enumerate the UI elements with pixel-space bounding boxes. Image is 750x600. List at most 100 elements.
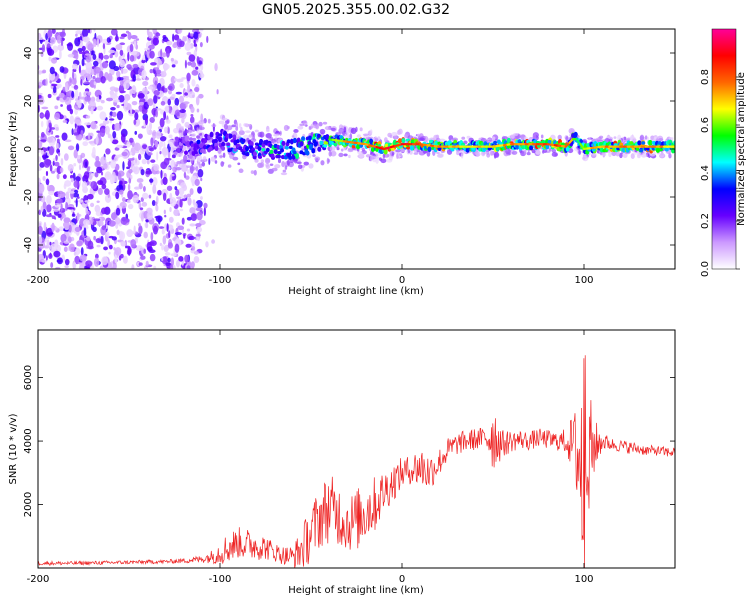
noise-blob bbox=[48, 146, 55, 156]
ridge-blob bbox=[383, 148, 388, 155]
noise-blob bbox=[149, 50, 155, 59]
noise-blob bbox=[60, 39, 64, 47]
halo-blob bbox=[388, 156, 393, 161]
noise-blob bbox=[172, 43, 178, 49]
halo-blob bbox=[383, 137, 388, 143]
noise-blob bbox=[64, 82, 69, 92]
noise-blob bbox=[109, 115, 113, 119]
noise-blob bbox=[56, 138, 60, 144]
spectrogram-x-axis-label: Height of straight line (km) bbox=[288, 286, 424, 297]
noise-blob bbox=[156, 82, 162, 92]
noise-blob bbox=[179, 102, 187, 110]
noise-blob bbox=[179, 208, 184, 212]
halo-blob bbox=[329, 146, 336, 152]
noise-blob bbox=[167, 98, 172, 106]
halo-blob bbox=[284, 165, 288, 170]
noise-blob bbox=[165, 48, 170, 58]
ridge-blob bbox=[203, 137, 208, 144]
noise-blob bbox=[152, 29, 157, 34]
noise-blob bbox=[196, 226, 203, 233]
noise-blob bbox=[166, 185, 173, 191]
noise-blob bbox=[130, 174, 133, 180]
ridge-blob bbox=[311, 148, 316, 154]
halo-blob bbox=[659, 153, 665, 158]
halo-blob bbox=[346, 134, 350, 139]
noise-blob bbox=[186, 216, 192, 221]
noise-blob bbox=[153, 225, 158, 235]
noise-blob bbox=[167, 127, 170, 135]
halo-blob bbox=[592, 138, 596, 142]
halo-blob bbox=[196, 129, 202, 134]
halo-blob bbox=[243, 123, 248, 127]
noise-blob bbox=[38, 177, 41, 186]
noise-blob bbox=[104, 125, 110, 135]
noise-blob bbox=[164, 126, 168, 134]
halo-blob bbox=[395, 149, 401, 153]
halo-blob bbox=[214, 160, 218, 164]
noise-blob bbox=[120, 180, 123, 186]
noise-blob bbox=[159, 135, 167, 142]
noise-blob bbox=[112, 130, 117, 139]
halo-blob bbox=[491, 136, 496, 142]
ridge-blob bbox=[307, 135, 312, 141]
ridge-blob bbox=[317, 146, 322, 152]
noise-blob bbox=[90, 121, 97, 130]
ridge-blob bbox=[401, 138, 406, 143]
ridge-blob bbox=[184, 150, 189, 155]
noise-blob bbox=[135, 44, 139, 50]
ridge-blob bbox=[339, 135, 344, 139]
noise-blob bbox=[149, 121, 152, 131]
noise-blob bbox=[138, 262, 143, 266]
noise-blob bbox=[170, 263, 174, 269]
halo-blob bbox=[297, 164, 303, 170]
colorbar-gradient bbox=[711, 28, 737, 270]
noise-blob bbox=[101, 61, 109, 69]
noise-blob bbox=[53, 250, 61, 258]
ridge-blob bbox=[639, 148, 644, 153]
noise-blob bbox=[47, 93, 52, 99]
noise-blob bbox=[119, 36, 125, 40]
halo-blob bbox=[237, 162, 241, 166]
noise-blob bbox=[147, 246, 153, 252]
noise-blob bbox=[120, 33, 128, 38]
noise-blob bbox=[162, 235, 167, 245]
noise-blob bbox=[149, 253, 156, 262]
noise-blob bbox=[186, 265, 191, 269]
noise-blob bbox=[100, 75, 106, 84]
halo-blob bbox=[591, 153, 597, 156]
noise-blob bbox=[57, 213, 62, 218]
halo-blob bbox=[623, 136, 627, 140]
noise-blob bbox=[118, 189, 124, 195]
halo-blob bbox=[186, 124, 191, 128]
noise-blob bbox=[187, 197, 192, 206]
noise-blob bbox=[75, 143, 80, 152]
noise-blob bbox=[115, 44, 123, 51]
noise-blob bbox=[73, 189, 79, 194]
halo-blob bbox=[644, 135, 648, 140]
ridge-blob bbox=[655, 147, 660, 153]
noise-blob bbox=[133, 186, 141, 190]
noise-blob bbox=[54, 161, 60, 167]
noise-blob bbox=[170, 57, 174, 62]
noise-blob bbox=[55, 126, 59, 131]
ridge-blob bbox=[598, 141, 603, 147]
noise-blob bbox=[87, 91, 92, 96]
halo-blob bbox=[668, 136, 674, 140]
noise-blob bbox=[48, 71, 56, 81]
chart-title: GN05.2025.355.00.02.G32 bbox=[261, 2, 451, 18]
noise-blob bbox=[73, 84, 79, 90]
ridge-blob bbox=[384, 143, 389, 148]
noise-blob bbox=[59, 49, 62, 60]
halo-blob bbox=[202, 156, 207, 162]
noise-blob bbox=[185, 101, 188, 108]
noise-blob bbox=[100, 156, 107, 166]
noise-blob bbox=[104, 171, 112, 180]
noise-blob bbox=[171, 154, 176, 159]
noise-blob bbox=[174, 97, 180, 106]
halo-blob bbox=[617, 134, 622, 141]
noise-blob bbox=[162, 52, 167, 58]
noise-blob bbox=[174, 109, 181, 117]
halo-blob bbox=[279, 130, 282, 136]
noise-blob bbox=[102, 119, 110, 125]
halo-blob bbox=[277, 158, 282, 164]
